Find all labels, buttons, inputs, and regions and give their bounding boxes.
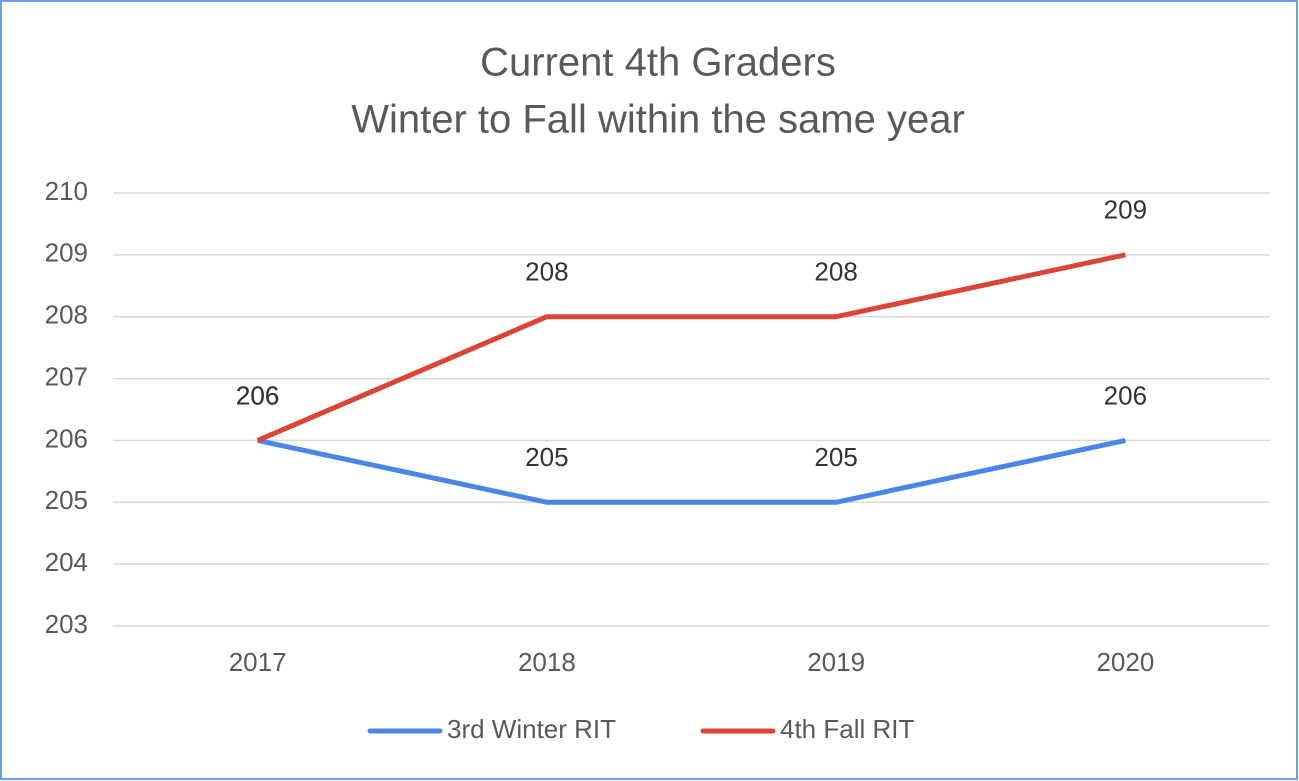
y-tick-label: 205 — [45, 485, 88, 515]
y-tick-label: 206 — [45, 423, 88, 453]
data-label: 208 — [525, 257, 568, 287]
legend-label: 4th Fall RIT — [780, 714, 914, 744]
series-line — [257, 437, 1126, 505]
x-tick-label: 2018 — [518, 647, 576, 677]
x-tick-label: 2017 — [229, 647, 287, 677]
data-label: 205 — [814, 442, 857, 472]
y-tick-label: 203 — [45, 609, 88, 639]
y-tick-label: 204 — [45, 547, 88, 577]
data-label: 206 — [236, 380, 279, 410]
data-label: 208 — [814, 257, 857, 287]
legend-label: 3rd Winter RIT — [447, 714, 616, 744]
y-tick-label: 210 — [45, 176, 88, 206]
y-tick-label: 207 — [45, 361, 88, 391]
chart-title: Current 4th Graders — [480, 41, 836, 85]
x-tick-label: 2020 — [1096, 647, 1154, 677]
series-line — [256, 252, 1126, 443]
y-tick-label: 208 — [45, 300, 88, 330]
data-label: 206 — [236, 380, 279, 410]
chart-title: Winter to Fall within the same year — [351, 98, 965, 142]
data-label: 209 — [1104, 195, 1147, 225]
data-label: 206 — [1104, 380, 1147, 410]
data-label: 205 — [525, 442, 568, 472]
x-tick-label: 2019 — [807, 647, 865, 677]
y-tick-label: 209 — [45, 238, 88, 268]
